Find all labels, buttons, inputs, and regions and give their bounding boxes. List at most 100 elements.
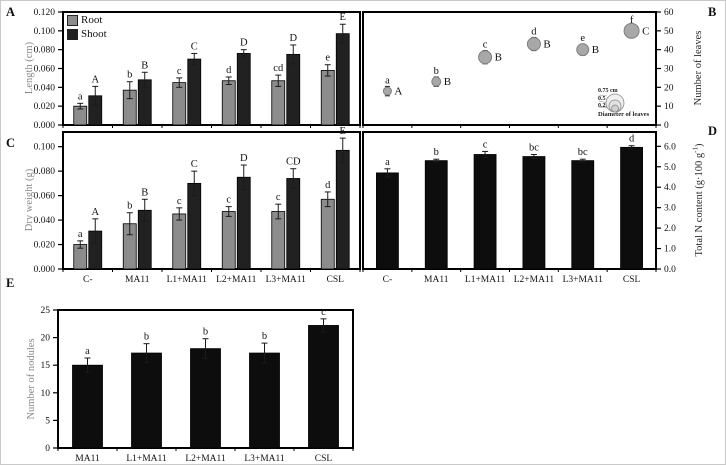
- bar-MA11: [72, 364, 103, 449]
- chart-text: d: [226, 65, 232, 76]
- root-swatch-icon: [67, 14, 78, 26]
- chart-text: 0.060: [34, 65, 56, 75]
- chart-text: 0.100: [34, 143, 56, 153]
- chart-text: c: [483, 139, 488, 150]
- bar-C-: [376, 172, 399, 270]
- bar-root-L1+MA11: [172, 82, 187, 126]
- panel-C-plot: 0.000 0.020 0.040 0.060 0.080 0.100 C- MA11 L1+M…: [34, 126, 361, 285]
- bar-shoot-L2+MA11: [236, 53, 251, 126]
- leaf-diameter-caption: Diameter of leaves: [598, 110, 650, 118]
- chart-text: 0.000: [34, 121, 56, 131]
- panel-E-plot: 0 5 10 15 20 25 MA11 L1+MA11 L2+MA11 L3+MA11 CSL a b…: [41, 306, 354, 464]
- bar-L2+MA11: [190, 348, 221, 449]
- chart-text: b: [127, 70, 132, 81]
- chart-text: 10: [41, 389, 51, 399]
- chart-text: 25: [41, 306, 51, 316]
- bar-shoot-CSL: [335, 149, 350, 270]
- chart-text: b: [203, 327, 208, 338]
- chart-text: a: [78, 229, 83, 240]
- panel-label-e: E: [6, 276, 15, 290]
- chart-text: CSL: [315, 454, 333, 464]
- chart-text: L3+MA11: [563, 275, 604, 285]
- chart-text: B: [444, 76, 451, 88]
- panel-label-c: C: [6, 136, 16, 150]
- chart-text: c: [276, 192, 281, 203]
- bar-shoot-L1+MA11: [187, 58, 202, 126]
- bar-shoot-L2+MA11: [236, 176, 251, 270]
- y-axis-title-n-content: Total N content (g·100 g-1): [691, 143, 706, 257]
- chart-text: CD: [286, 157, 301, 168]
- chart-text: a: [385, 75, 390, 86]
- chart-text: 0: [45, 444, 50, 454]
- chart-text: MA11: [75, 454, 100, 464]
- plot-frame: [62, 131, 361, 270]
- bar-L3+MA11: [249, 352, 280, 449]
- panel-D-plot: 0.0 1.0 2.0 3.0 4.0 5.0 6.0 C- MA11 L1+MA11 L2+MA1…: [362, 131, 676, 285]
- chart-text: f: [630, 15, 634, 26]
- chart-text: B: [495, 52, 502, 64]
- chart-text: L2+MA11: [216, 275, 257, 285]
- chart-text: 20: [664, 83, 674, 93]
- plot-frame: [62, 11, 361, 126]
- bar-CSL: [308, 325, 339, 449]
- chart-text: 15: [41, 361, 51, 371]
- bar-root-CSL: [320, 198, 335, 270]
- chart-text: cd: [273, 63, 284, 74]
- chart-text: 6.0: [664, 142, 676, 152]
- chart-text: 0.120: [34, 8, 56, 18]
- chart-text: 10: [664, 102, 674, 112]
- bar-root-L3+MA11: [271, 211, 286, 270]
- bar-L2+MA11: [522, 156, 546, 270]
- bar-CSL: [620, 146, 643, 270]
- chart-text: a: [85, 346, 90, 357]
- chart-text: 1.0: [664, 245, 676, 255]
- y-axis-title-dry-weight: Dry weight (g): [23, 168, 35, 232]
- chart-text: MA11: [424, 275, 449, 285]
- plot-frame: [362, 131, 657, 270]
- bar-shoot-L3+MA11: [286, 53, 301, 126]
- bubble-L3+MA11: [576, 43, 590, 57]
- panel-label-b: B: [708, 5, 717, 19]
- chart-text: 40: [664, 46, 674, 56]
- chart-text: 0.060: [34, 192, 56, 202]
- size-label-075: 0.75 cm: [598, 88, 618, 94]
- bar-root-L3+MA11: [271, 80, 286, 126]
- bar-shoot-L3+MA11: [286, 178, 301, 270]
- bar-root-L2+MA11: [221, 211, 236, 270]
- shoot-swatch-icon: [67, 28, 78, 40]
- chart-text: C-: [83, 275, 93, 285]
- chart-text: C: [642, 25, 649, 37]
- bubble-C-: [382, 86, 392, 96]
- chart-text: A: [91, 207, 99, 218]
- chart-text: 0.020: [34, 241, 56, 251]
- nested-circles-icon: [598, 93, 625, 113]
- chart-text: L2+MA11: [514, 275, 555, 285]
- y-axis-title-length: Length (cm): [23, 41, 35, 95]
- chart-text: e: [325, 53, 330, 64]
- chart-text: 5: [45, 416, 50, 426]
- chart-text: E: [340, 12, 346, 23]
- chart-text: 0.000: [34, 265, 56, 275]
- y-axis-title-leaves: Number of leaves: [692, 30, 704, 106]
- bar-shoot-L1+MA11: [187, 182, 202, 270]
- bar-shoot-CSL: [335, 33, 350, 126]
- chart-text: a: [385, 157, 390, 168]
- chart-text: 0.040: [34, 83, 56, 93]
- chart-text: e: [580, 33, 585, 44]
- chart-text: b: [262, 331, 267, 342]
- chart-text: D: [289, 33, 297, 44]
- bar-root-CSL: [320, 69, 335, 126]
- chart-text: CSL: [623, 275, 641, 285]
- chart-text: 4.0: [664, 183, 676, 193]
- chart-text: 0.080: [34, 167, 56, 177]
- chart-text: 2.0: [664, 224, 676, 234]
- chart-text: d: [629, 134, 635, 145]
- chart-text: L1+MA11: [465, 275, 506, 285]
- chart-text: 0: [664, 121, 669, 131]
- chart-text: D: [240, 38, 248, 49]
- panel-label-d: D: [708, 124, 718, 138]
- chart-text: L3+MA11: [266, 275, 307, 285]
